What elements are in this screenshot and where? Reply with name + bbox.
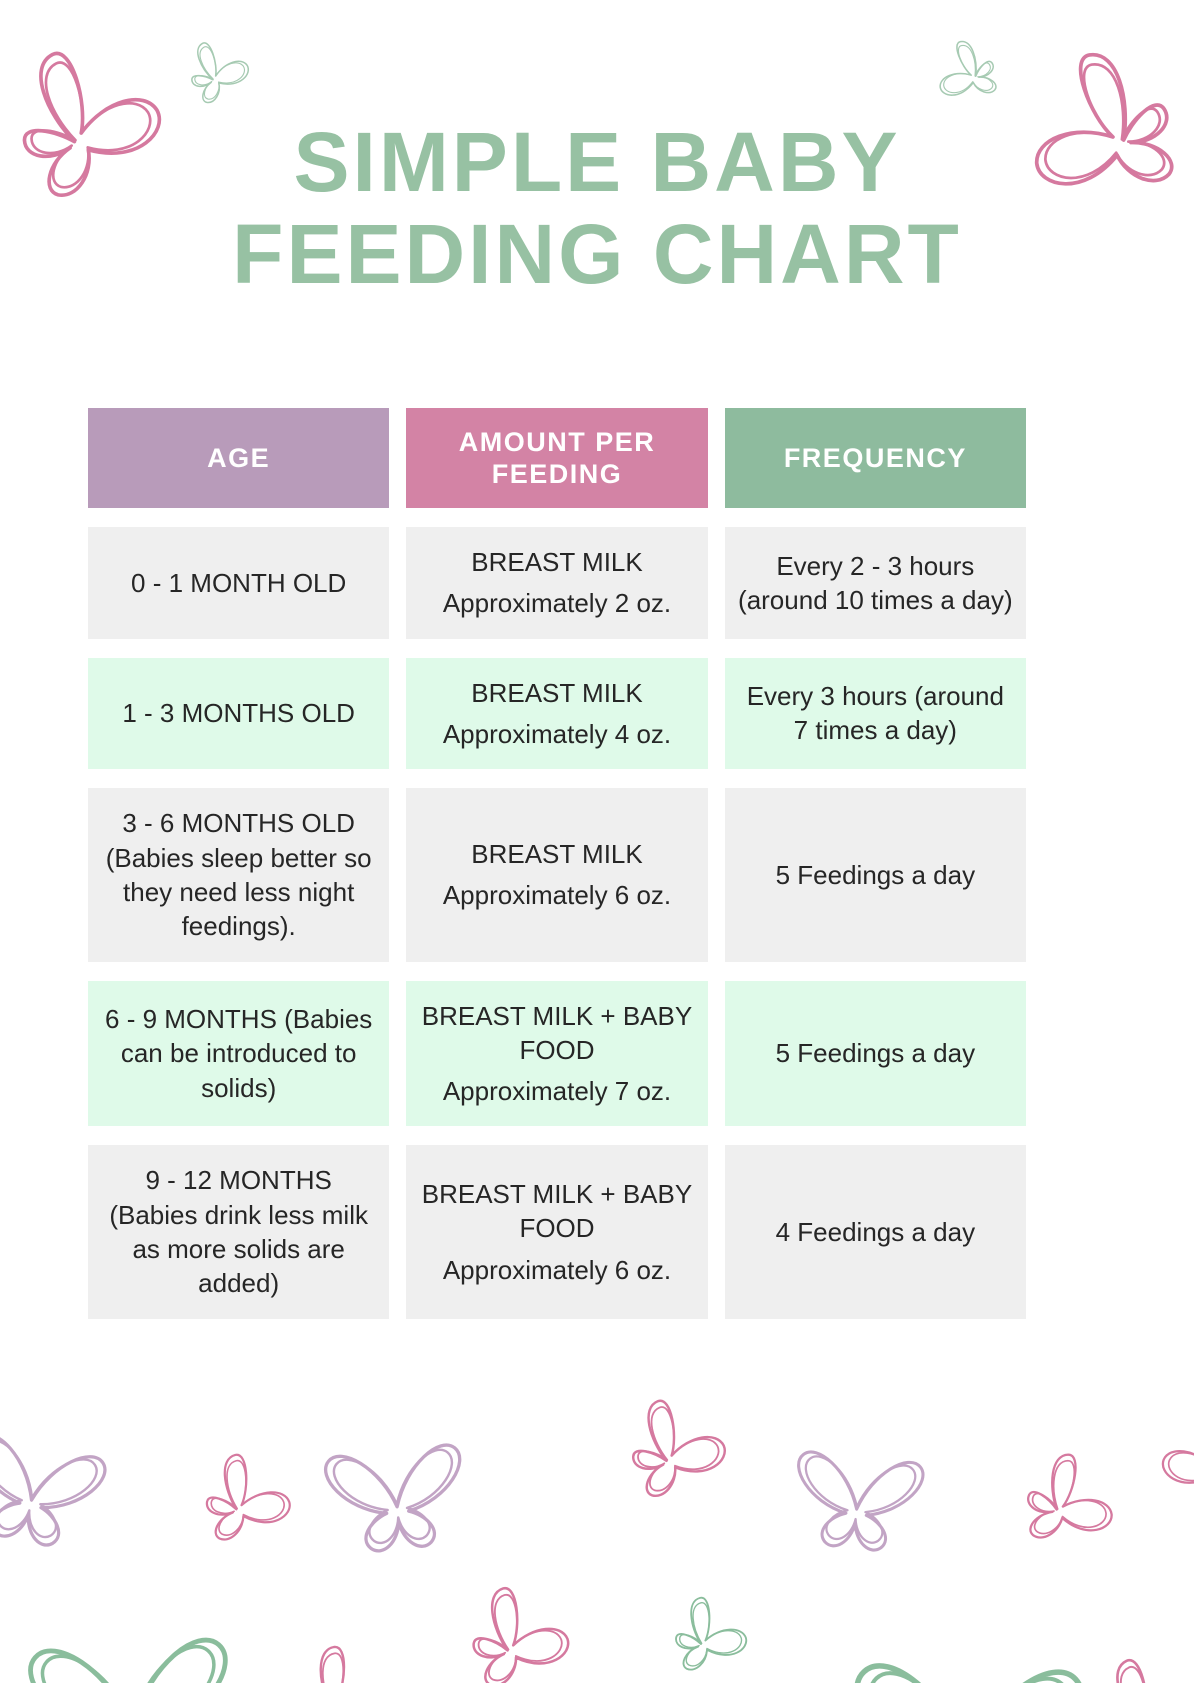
frequency-cell: 5 Feedings a day xyxy=(724,788,1026,962)
column-header-frequency: FREQUENCY xyxy=(724,408,1026,508)
age-cell: 3 - 6 MONTHS OLD (Babies sleep better so… xyxy=(88,788,390,962)
amount-note: Approximately 4 oz. xyxy=(442,718,672,749)
amount-main: BREAST MILK xyxy=(471,839,643,870)
butterfly-icon xyxy=(0,1430,109,1556)
butterfly-icon xyxy=(465,1579,574,1683)
butterfly-icon xyxy=(926,33,1003,109)
butterfly-icon xyxy=(201,1449,294,1542)
butterfly-icon xyxy=(671,1593,750,1672)
butterfly-icon xyxy=(180,30,256,107)
amount-cell: BREAST MILK Approximately 2 oz. xyxy=(406,527,708,639)
age-cell: 0 - 1 MONTH OLD xyxy=(88,527,390,639)
frequency-cell: 5 Feedings a day xyxy=(724,980,1026,1127)
butterfly-icon xyxy=(621,1388,733,1501)
amount-main: BREAST MILK xyxy=(471,547,643,577)
amount-note: Approximately 6 oz. xyxy=(442,1254,672,1285)
butterfly-icon xyxy=(1021,1448,1121,1549)
butterfly-icon xyxy=(1087,1643,1194,1683)
column-header-amount-per-feeding: AMOUNT PER FEEDING xyxy=(406,408,708,508)
butterfly-icon xyxy=(852,1665,1082,1683)
amount-note: Approximately 6 oz. xyxy=(442,880,672,911)
title-line-1: SIMPLE BABY xyxy=(293,115,901,209)
feeding-table: AGE AMOUNT PER FEEDING FREQUENCY 0 - 1 M… xyxy=(88,408,1026,1319)
amount-note: Approximately 2 oz. xyxy=(442,588,672,619)
amount-note: Approximately 7 oz. xyxy=(442,1076,672,1107)
frequency-cell: 4 Feedings a day xyxy=(724,1145,1026,1319)
butterfly-icon xyxy=(297,1645,390,1683)
amount-main: BREAST MILK + BABY FOOD xyxy=(421,1179,693,1244)
butterfly-icon xyxy=(788,1449,926,1556)
butterfly-icon xyxy=(1156,1405,1194,1508)
title-line-2: FEEDING CHART xyxy=(232,207,962,302)
age-cell: 9 - 12 MONTHS (Babies drink less milk as… xyxy=(88,1145,390,1319)
amount-main: BREAST MILK xyxy=(471,677,643,708)
amount-cell: BREAST MILK Approximately 6 oz. xyxy=(406,788,708,962)
frequency-cell: Every 3 hours (around 7 times a day) xyxy=(724,657,1026,770)
page-title: SIMPLE BABY FEEDING CHART xyxy=(0,116,1194,301)
age-cell: 6 - 9 MONTHS (Babies can be introduced t… xyxy=(88,980,390,1127)
age-cell: 1 - 3 MONTHS OLD xyxy=(88,657,390,770)
amount-main: BREAST MILK + BABY FOOD xyxy=(421,1000,693,1065)
frequency-cell: Every 2 - 3 hours (around 10 times a day… xyxy=(724,527,1026,639)
amount-cell: BREAST MILK + BABY FOOD Approximately 7 … xyxy=(406,980,708,1127)
amount-cell: BREAST MILK Approximately 4 oz. xyxy=(406,657,708,770)
butterfly-icon xyxy=(29,1639,234,1683)
amount-cell: BREAST MILK + BABY FOOD Approximately 6 … xyxy=(406,1145,708,1319)
column-header-age: AGE xyxy=(88,408,390,508)
butterfly-icon xyxy=(322,1442,471,1558)
